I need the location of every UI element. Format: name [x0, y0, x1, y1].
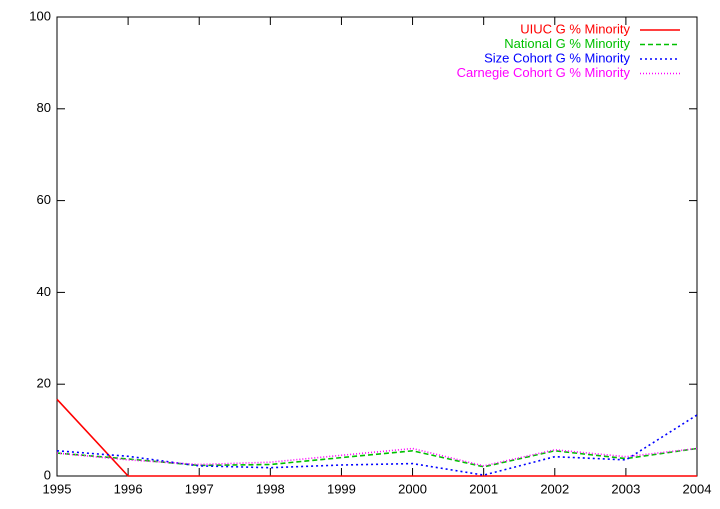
x-tick-label: 2001: [469, 481, 498, 496]
y-tick-label: 80: [37, 100, 51, 115]
y-tick-label: 0: [44, 467, 51, 482]
y-tick-label: 60: [37, 192, 51, 207]
legend-label: National G % Minority: [504, 36, 630, 51]
x-tick-label: 2004: [683, 481, 712, 496]
series-line: [56, 414, 698, 476]
series-line: [56, 398, 697, 477]
legend-label: Size Cohort G % Minority: [484, 50, 630, 65]
y-tick-label: 40: [37, 284, 51, 299]
x-tick-label: 1995: [43, 481, 72, 496]
legend-label: UIUC G % Minority: [520, 21, 630, 36]
series-line: [56, 447, 698, 467]
x-tick-label: 1999: [327, 481, 356, 496]
x-tick-label: 2000: [398, 481, 427, 496]
y-tick-label: 20: [37, 376, 51, 391]
plot-frame: [56, 16, 698, 477]
x-tick-label: 2002: [540, 481, 569, 496]
x-tick-label: 1996: [114, 481, 143, 496]
y-tick-label: 100: [29, 8, 51, 23]
x-tick-label: 1998: [256, 481, 285, 496]
x-tick-label: 1997: [185, 481, 214, 496]
series-line: [56, 447, 698, 468]
legend-label: Carnegie Cohort G % Minority: [457, 65, 631, 80]
x-tick-label: 2003: [611, 481, 640, 496]
